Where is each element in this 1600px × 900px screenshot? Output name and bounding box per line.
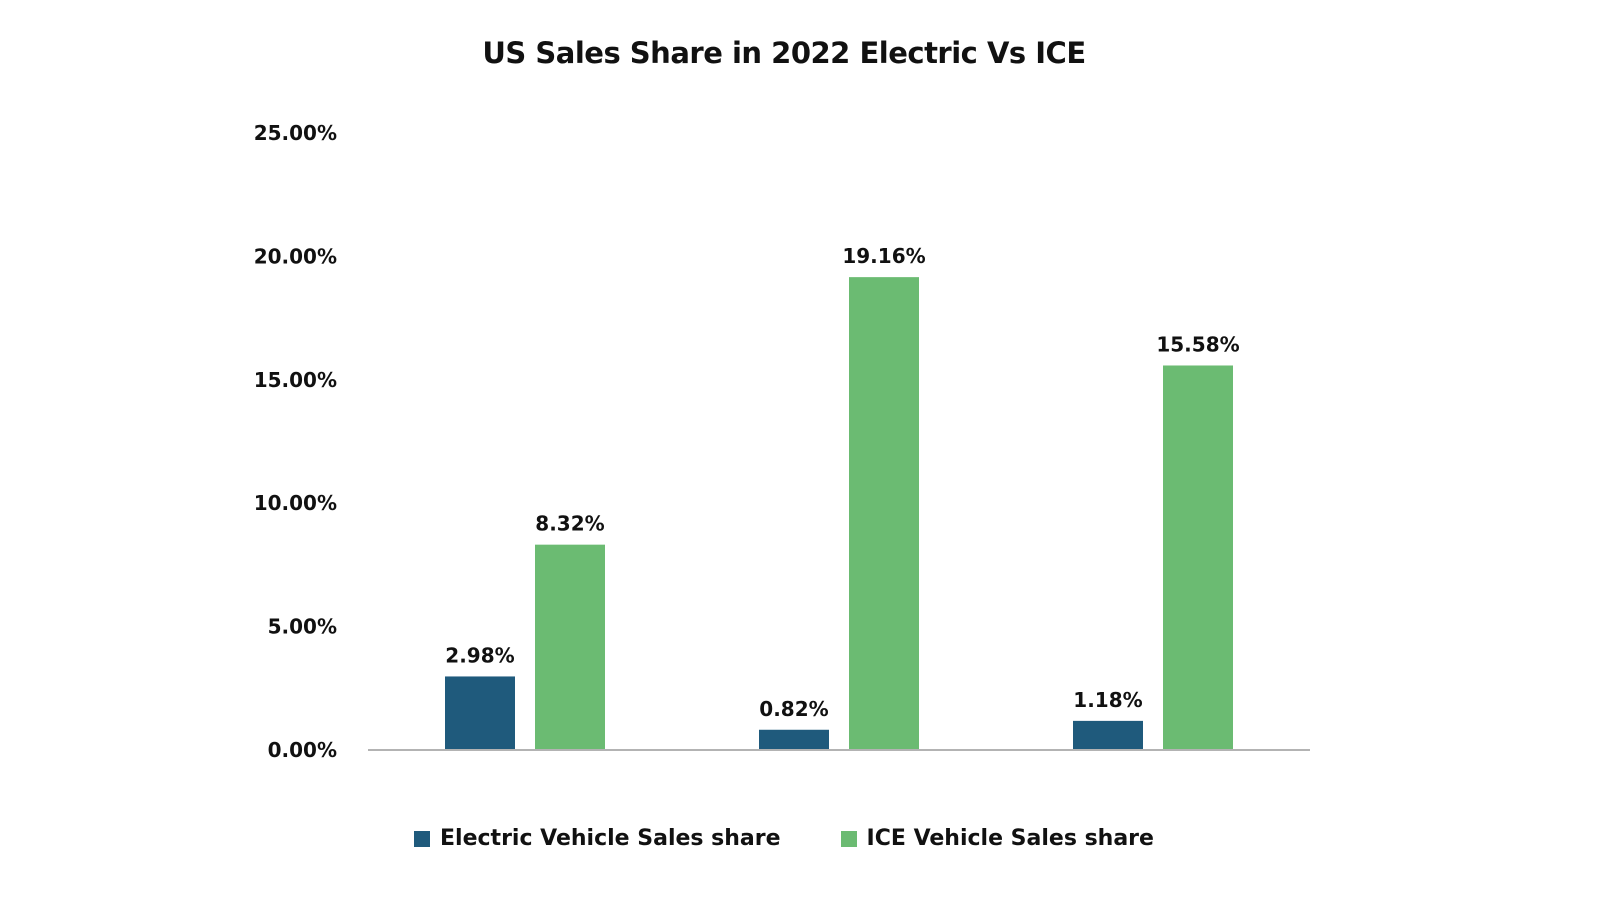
legend-swatch-ice (840, 830, 857, 847)
data-label: 8.32% (535, 512, 604, 536)
data-label: 2.98% (445, 643, 514, 667)
y-tick-label: 25.00% (254, 121, 337, 145)
y-tick-label: 5.00% (268, 615, 337, 639)
legend-label-electric: Electric Vehicle Sales share (440, 826, 781, 851)
bar-electric (1073, 720, 1143, 750)
y-tick-label: 0.00% (268, 738, 337, 762)
bar-electric (759, 729, 829, 750)
legend-item-electric: Electric Vehicle Sales share (414, 826, 781, 851)
y-tick-label: 20.00% (254, 244, 337, 268)
data-label: 15.58% (1156, 332, 1239, 356)
legend-item-ice: ICE Vehicle Sales share (840, 826, 1154, 851)
data-label: 19.16% (842, 244, 925, 268)
bar-ice (535, 544, 605, 750)
legend-swatch-electric (414, 830, 431, 847)
legend-label-ice: ICE Vehicle Sales share (866, 826, 1154, 851)
bar-ice (849, 277, 919, 750)
bar-electric (445, 676, 515, 750)
data-label: 1.18% (1073, 688, 1142, 712)
y-tick-label: 10.00% (254, 491, 337, 515)
y-tick-label: 15.00% (254, 368, 337, 392)
legend: Electric Vehicle Sales share ICE Vehicle… (0, 826, 1568, 851)
bar-ice (1163, 365, 1233, 750)
data-label: 0.82% (759, 697, 828, 721)
chart-title: US Sales Share in 2022 Electric Vs ICE (482, 36, 1086, 70)
